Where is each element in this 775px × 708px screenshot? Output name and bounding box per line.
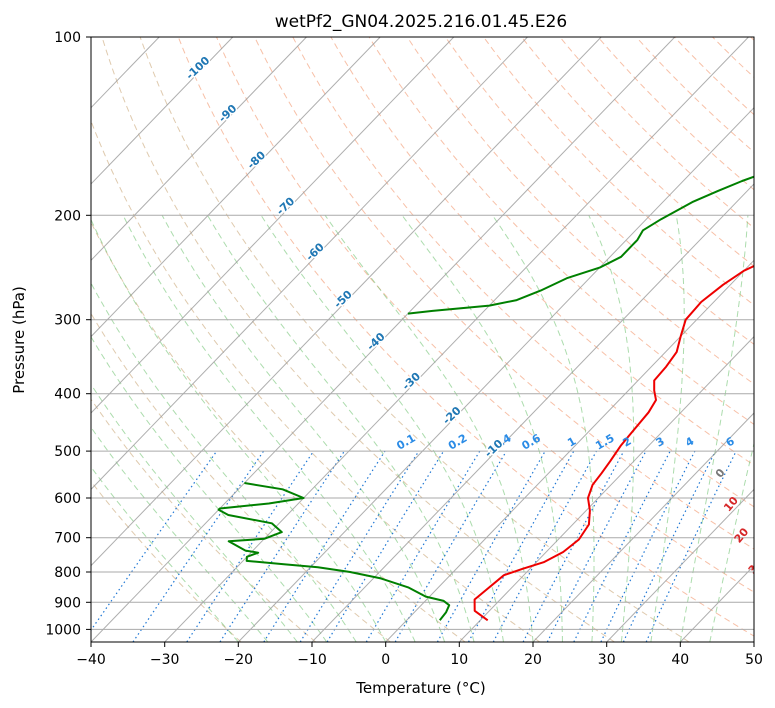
y-tick-label: 400 <box>54 387 81 403</box>
sounding-line <box>217 482 451 621</box>
y-tick-label: 800 <box>54 565 81 581</box>
x-tick-label: 40 <box>671 652 689 668</box>
mixing-ratio-line <box>467 450 575 642</box>
y-tick-label: 600 <box>54 491 81 507</box>
dry-adiabat <box>368 37 754 425</box>
x-tick-label: 20 <box>524 652 542 668</box>
x-tick-label: −20 <box>224 652 254 668</box>
moist-adiabat <box>207 215 475 642</box>
mixing-ratio-line <box>436 450 546 642</box>
dry-adiabat <box>91 480 242 642</box>
moist-adiabat <box>324 215 534 642</box>
isotherm-line <box>606 488 754 642</box>
dry-adiabat <box>330 37 754 466</box>
dry-adiabat <box>406 37 754 385</box>
y-tick-label: 700 <box>54 531 81 547</box>
isotherm-line <box>91 37 528 491</box>
isotherm-line <box>91 37 602 567</box>
isotherm-line <box>458 335 754 642</box>
x-tick-label: 10 <box>450 652 468 668</box>
isotherm-line <box>311 183 754 642</box>
dry-adiabat <box>91 312 391 642</box>
mixing-ratio-line <box>492 450 598 642</box>
isotherm-line <box>91 37 381 338</box>
x-axis-title: Temperature (°C) <box>355 679 485 697</box>
y-tick-label: 300 <box>54 313 81 329</box>
moist-adiabat <box>401 215 563 642</box>
isotherm-line <box>164 37 749 642</box>
dry-adiabat <box>254 37 754 550</box>
y-tick-label: 100 <box>54 30 81 46</box>
dry-adiabat <box>216 37 754 593</box>
dry-adiabat <box>139 37 690 642</box>
moist-adiabat <box>91 383 298 642</box>
moist-adiabat <box>588 215 635 642</box>
sounding-line <box>473 264 754 622</box>
x-tick-label: 50 <box>745 652 763 668</box>
isotherm-line <box>91 37 455 414</box>
isotherm-line <box>385 259 754 642</box>
isotherm-line <box>237 106 754 642</box>
sounding-line <box>407 175 754 315</box>
x-tick-label: 0 <box>381 652 390 668</box>
mixing-ratio-line <box>394 450 507 642</box>
dry-adiabat <box>521 37 754 267</box>
mixing-ratio-line <box>326 450 445 642</box>
x-tick-label: 30 <box>598 652 616 668</box>
y-axis-title: Pressure (hPa) <box>10 286 28 394</box>
series-group <box>217 175 754 622</box>
mixing-ratio-line <box>219 450 345 642</box>
background-lines <box>91 37 754 642</box>
dry-adiabat <box>177 37 754 637</box>
mixing-ratio-line <box>263 450 386 642</box>
isotherm-line <box>532 412 754 642</box>
plot-frame <box>90 36 755 643</box>
y-tick-label: 500 <box>54 444 81 460</box>
x-tick-label: −40 <box>76 652 106 668</box>
moist-adiabat <box>650 215 685 642</box>
isotherm-line <box>91 37 676 642</box>
axes: −40 −30 −20 −10 0 10 20 30 40 50 100 200 300 400 500 60… <box>45 30 763 668</box>
mixing-ratio-line <box>365 450 481 642</box>
chart-title: wetPf2_GN04.2025.216.01.45.E26 <box>275 12 567 32</box>
y-tick-label: 1000 <box>45 622 81 638</box>
moist-adiabat <box>91 218 387 642</box>
y-tick-label: 900 <box>54 595 81 611</box>
moist-adiabat <box>679 215 749 642</box>
x-tick-label: −30 <box>150 652 180 668</box>
moist-adiabat <box>91 282 357 642</box>
dry-adiabat <box>444 37 754 345</box>
moist-adiabat <box>161 215 446 642</box>
x-tick-label: −10 <box>297 652 327 668</box>
mixing-ratio-line <box>91 450 218 632</box>
mixing-ratio-line <box>299 450 420 642</box>
isotherm-line <box>91 37 307 262</box>
mixing-ratio-line <box>645 450 737 642</box>
dry-adiabat <box>91 221 466 642</box>
moist-adiabat-label: 30 <box>746 556 766 576</box>
moist-adiabat <box>492 215 595 642</box>
moist-adiabat <box>260 215 504 642</box>
mixing-ratio-line <box>622 450 716 642</box>
dry-adiabat <box>559 37 754 229</box>
moist-adiabat <box>122 215 416 642</box>
y-tick-label: 200 <box>54 208 81 224</box>
dry-adiabat <box>101 37 615 642</box>
isotherm-line <box>91 37 234 185</box>
moist-adiabat <box>91 335 328 642</box>
